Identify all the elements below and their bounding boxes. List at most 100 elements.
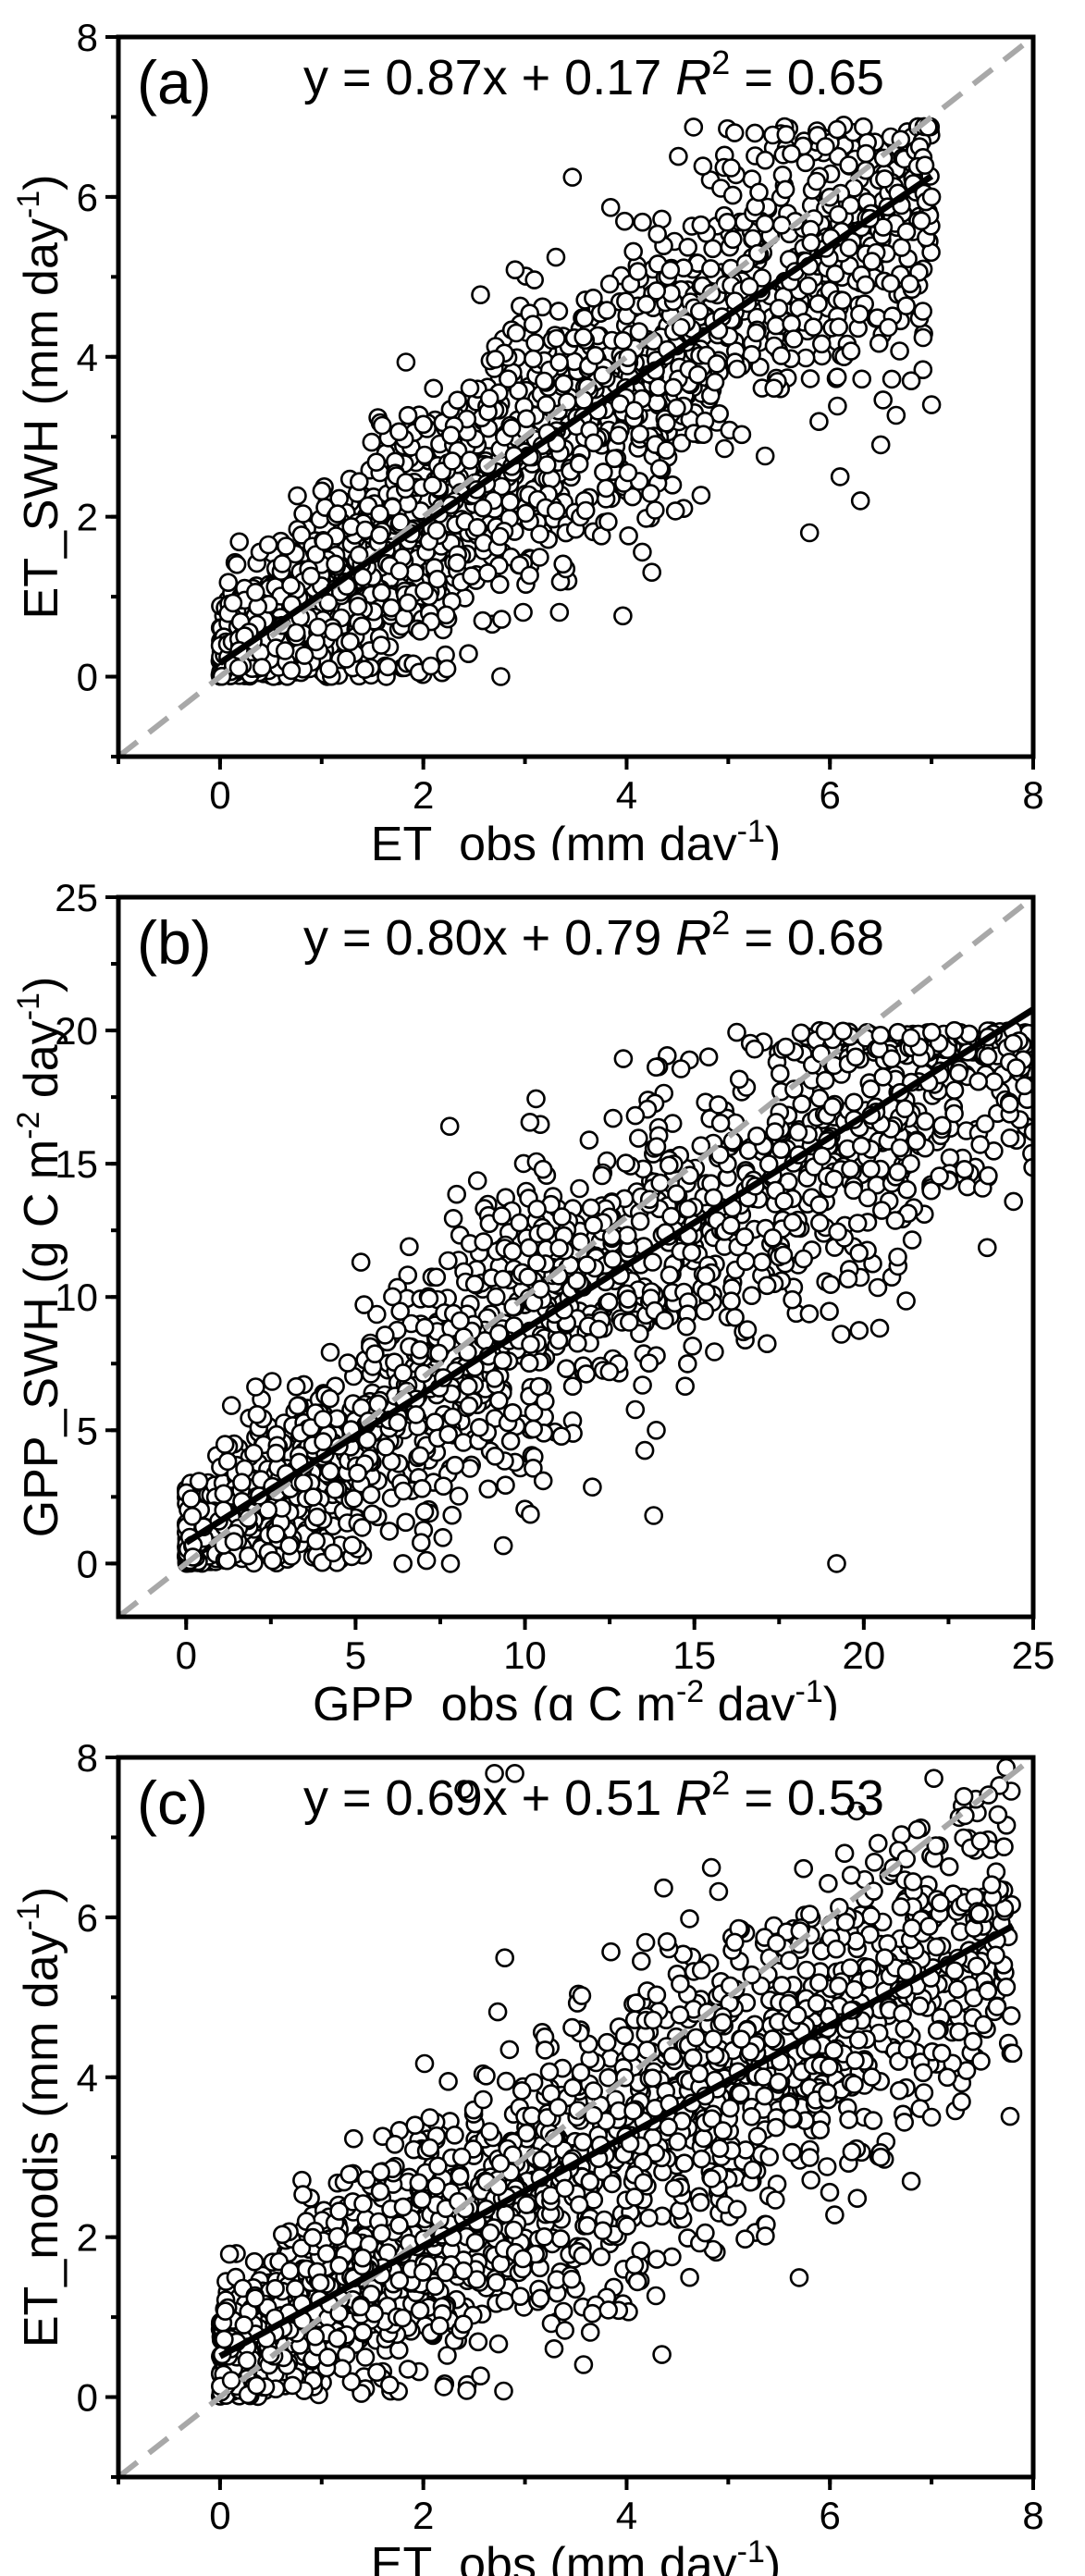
data-point — [886, 405, 906, 425]
data-point — [661, 1206, 681, 1226]
data-point — [459, 644, 478, 664]
data-point — [721, 1215, 741, 1236]
data-point — [801, 2170, 821, 2190]
data-point — [348, 597, 368, 616]
data-point — [342, 1535, 363, 1555]
data-point — [809, 1195, 830, 1214]
data-point — [385, 2134, 405, 2154]
data-point — [555, 2321, 575, 2340]
data-point — [584, 433, 604, 453]
data-point — [921, 395, 942, 414]
data-point — [609, 425, 629, 445]
data-point — [549, 1239, 569, 1258]
data-point — [657, 413, 676, 433]
data-point — [314, 1432, 333, 1451]
data-point — [766, 315, 786, 336]
data-point — [911, 211, 931, 231]
data-point — [852, 369, 872, 389]
data-point — [628, 262, 647, 281]
equation-sup: 2 — [711, 43, 730, 81]
data-point — [868, 1277, 888, 1298]
data-point — [644, 1506, 664, 1525]
data-point — [752, 268, 772, 288]
data-point — [949, 1063, 968, 1083]
data-point — [258, 535, 278, 555]
data-point — [307, 1507, 327, 1527]
data-point — [583, 1477, 602, 1498]
data-point — [523, 314, 543, 335]
plot-frame — [116, 894, 1036, 1620]
data-point — [722, 229, 743, 250]
data-point — [536, 395, 556, 414]
y-tick-label: 10 — [55, 1276, 98, 1319]
data-point — [354, 659, 375, 680]
data-point — [645, 500, 665, 520]
data-point — [663, 377, 684, 398]
data-point — [603, 1250, 623, 1269]
data-point — [618, 1289, 638, 1309]
data-point — [654, 1878, 673, 1898]
data-point — [524, 270, 545, 290]
data-point — [978, 1046, 998, 1066]
reference-lines — [118, 37, 1033, 757]
data-point — [678, 237, 698, 257]
data-point — [827, 119, 847, 140]
data-point — [1000, 2106, 1020, 2126]
data-point — [724, 123, 745, 142]
panel-label: (a) — [137, 48, 212, 117]
data-point — [493, 1350, 512, 1371]
equation-lhs: y = 0.80x + 0.79 — [303, 910, 675, 966]
data-point — [939, 1856, 959, 1877]
data-point — [662, 2247, 682, 2267]
data-point — [639, 1353, 660, 1374]
data-point — [355, 2348, 376, 2367]
data-point — [856, 275, 876, 295]
data-point — [647, 224, 668, 244]
data-point — [896, 1291, 916, 1311]
data-point — [319, 659, 339, 679]
data-point — [625, 1105, 646, 1126]
scatter-points — [177, 1020, 1033, 1573]
data-point — [613, 606, 633, 626]
y-tick-label: 20 — [55, 1009, 98, 1053]
data-point — [811, 334, 832, 354]
data-point — [486, 350, 505, 369]
data-point — [246, 1377, 265, 1397]
data-point — [705, 1342, 724, 1362]
data-point — [771, 1140, 791, 1160]
data-point — [709, 1095, 728, 1115]
data-point — [530, 1279, 550, 1300]
data-point — [870, 1026, 891, 1045]
data-point — [618, 462, 638, 483]
data-point — [635, 1932, 656, 1953]
data-point — [825, 264, 845, 284]
data-point — [381, 598, 401, 618]
data-point — [930, 1166, 949, 1186]
data-point — [318, 593, 339, 613]
data-point — [281, 660, 302, 681]
data-point — [692, 2149, 711, 2169]
x-tick-label: 2 — [413, 773, 434, 817]
y-tick-label: 0 — [77, 656, 98, 699]
data-point — [221, 1396, 241, 1415]
data-point — [513, 602, 533, 622]
data-point — [701, 259, 721, 278]
x-tick-label: 15 — [672, 1633, 716, 1677]
data-point — [447, 1184, 467, 1204]
data-point — [800, 2148, 820, 2167]
data-point — [650, 1173, 671, 1193]
data-point — [757, 1334, 777, 1354]
data-point — [262, 1372, 282, 1391]
data-point — [467, 1171, 487, 1190]
data-point — [294, 646, 314, 665]
data-point — [450, 1311, 470, 1331]
data-point — [244, 2251, 265, 2272]
data-point — [816, 137, 835, 156]
data-point — [414, 581, 434, 601]
data-point — [863, 2111, 883, 2130]
data-point — [396, 1512, 415, 1533]
data-point — [735, 1251, 756, 1272]
data-point — [445, 1455, 465, 1475]
data-point — [488, 1324, 509, 1344]
data-point — [581, 1198, 601, 1218]
